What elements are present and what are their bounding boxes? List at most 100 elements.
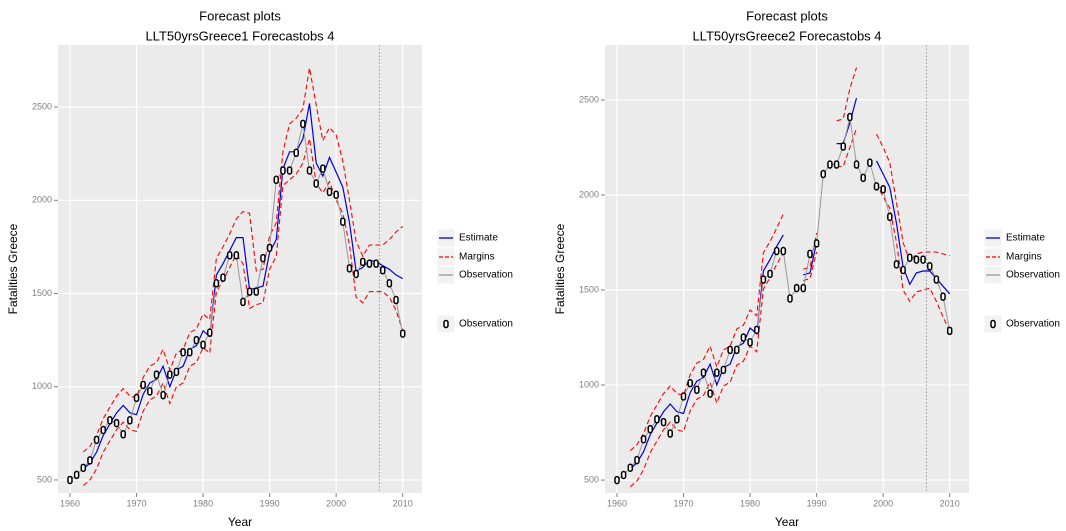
observation-point (893, 260, 900, 269)
observation-point (353, 269, 359, 279)
y-tick-label: 1000 (32, 381, 52, 391)
observation-point (640, 434, 647, 444)
observation-point (220, 273, 226, 282)
margin-lower (629, 128, 951, 488)
observation-point (867, 158, 873, 167)
observation-point (907, 253, 913, 262)
observation-point (286, 166, 293, 175)
legend-label: Observation (1006, 270, 1060, 281)
y-tick-label: 1000 (579, 379, 599, 389)
observation-point (167, 370, 173, 379)
y-tick-label: 500 (37, 474, 52, 484)
observation-point (386, 279, 393, 288)
observation-point (107, 416, 113, 425)
x-tick-label: 2000 (873, 498, 893, 508)
observation-point (853, 160, 860, 169)
x-tick-label: 1960 (60, 498, 80, 508)
observation-point (306, 166, 313, 175)
chart: Forecast plots LLT50yrsGreece1 Forecastob… (6, 8, 513, 529)
observation-point (373, 259, 379, 268)
y-axis-title: Fatalities Greece (553, 223, 567, 314)
observation-point (634, 455, 640, 465)
observation-point (213, 279, 220, 288)
observation-point (647, 424, 654, 434)
observation-point (946, 326, 953, 336)
observation-point (847, 112, 853, 122)
observation-point (153, 370, 160, 379)
x-tick-label: 2000 (326, 498, 346, 508)
observation-point (346, 264, 353, 273)
y-tick-label: 1500 (579, 284, 599, 294)
observation-point (313, 179, 319, 188)
observation-point (807, 249, 813, 259)
observation-point (366, 259, 373, 268)
observation-point (226, 251, 233, 260)
observation-point (913, 255, 920, 264)
observation-point (700, 368, 707, 377)
margin-upper (629, 67, 950, 452)
observation-point (333, 190, 339, 199)
observation-point (714, 368, 720, 377)
y-axis-title: Fatalities Greece (6, 223, 20, 314)
x-tick-label: 1980 (193, 498, 213, 508)
observation-point (833, 160, 840, 169)
legend-label: Estimate (459, 233, 498, 244)
legend-swatch (443, 319, 449, 329)
y-tick-label: 2000 (32, 195, 52, 205)
observation-point (734, 345, 740, 355)
observation-point (940, 292, 946, 301)
observation-point (200, 340, 206, 350)
y-tick-label: 2500 (32, 101, 52, 111)
margin-lower (82, 138, 404, 486)
observation-point (860, 173, 866, 183)
observation-point (379, 265, 386, 275)
observation-point (767, 269, 773, 279)
y-tick-label: 2000 (579, 189, 599, 199)
observation-point (360, 257, 366, 267)
observation-point (747, 338, 753, 347)
observation-point (173, 367, 180, 377)
estimate-line (629, 97, 951, 470)
observation-point (753, 325, 760, 335)
observation-point (773, 246, 780, 256)
observation-point (654, 415, 660, 424)
observation-point (627, 463, 634, 472)
x-tick-label: 1990 (807, 498, 827, 508)
observation-point (133, 393, 140, 403)
observation-point (280, 166, 286, 175)
observation-point (273, 175, 280, 185)
observation-point (320, 164, 326, 173)
observation-point (113, 418, 120, 428)
observation-point (127, 416, 133, 425)
chart-title: Forecast plots (746, 8, 828, 23)
observation-point (887, 212, 893, 222)
chart-subtitle: LLT50yrsGreece1 Forecastobs 4 (145, 28, 334, 43)
panel (605, 45, 969, 493)
observation-point (100, 425, 107, 435)
observation-point (793, 283, 800, 293)
observation-point (326, 187, 333, 197)
observation-point (147, 387, 153, 396)
observation-point (160, 390, 166, 400)
x-tick-label: 1960 (607, 498, 627, 508)
chart-subtitle: LLT50yrsGreece2 Forecastobs 4 (692, 28, 881, 43)
observation-point (140, 380, 146, 390)
observation-point (667, 429, 673, 438)
observation-point (900, 265, 906, 275)
y-tick-label: 2500 (579, 94, 599, 104)
observation-point (800, 283, 807, 293)
observation-point (246, 287, 253, 296)
legend-label: Margins (1006, 252, 1042, 263)
legend-label: Observation (459, 319, 513, 330)
x-tick-label: 1990 (260, 498, 280, 508)
x-tick-label: 1970 (674, 498, 694, 508)
observation-point (253, 287, 260, 296)
observation-point (674, 415, 680, 424)
x-axis-title: Year (775, 515, 799, 529)
chart: Forecast plots LLT50yrsGreece2 Forecastob… (553, 8, 1060, 529)
observation-point (206, 328, 213, 337)
legend-label: Observation (459, 270, 513, 281)
observation-point (187, 347, 193, 357)
observation-point (293, 148, 299, 158)
observation-point (614, 475, 620, 485)
